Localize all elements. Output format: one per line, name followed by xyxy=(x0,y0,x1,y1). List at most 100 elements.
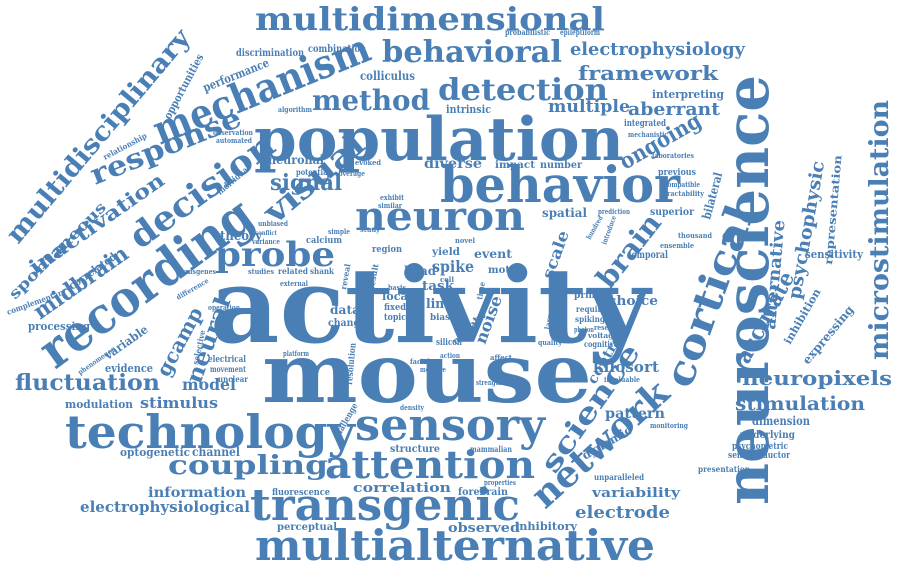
word-superior: superior xyxy=(650,207,695,218)
word-number: number xyxy=(540,160,583,171)
word-temporal: temporal xyxy=(628,250,668,261)
word-discrimination: discrimination xyxy=(236,48,305,59)
word-conflict: conflict xyxy=(255,230,277,237)
word-variability: variability xyxy=(591,486,681,501)
word-correlation: correlation xyxy=(353,481,452,496)
word-operation: operation xyxy=(208,303,240,312)
word-similar: similar xyxy=(378,201,402,210)
word-simple: simple xyxy=(328,227,350,236)
word-mechanistic: mechanistic xyxy=(628,130,668,139)
word-intrinsic: intrinsic xyxy=(446,103,491,116)
word-evoked: evoked xyxy=(355,158,381,167)
word-shank: shank xyxy=(310,266,334,276)
word-stimulus: stimulus xyxy=(140,394,218,412)
word-stimulation: stimulation xyxy=(735,393,865,415)
word-laboratories: laboratories xyxy=(652,151,694,160)
word-mammalian: mammalian xyxy=(470,444,512,454)
word-pattern: pattern xyxy=(605,406,665,422)
word-perceptual: perceptual xyxy=(277,522,337,533)
word-cell: cell xyxy=(440,275,454,284)
word-unparalleled: unparalleled xyxy=(594,472,644,482)
word-processing: processing xyxy=(28,320,90,333)
word-basis: basis xyxy=(388,283,406,292)
word-epileptiform: epileptiform xyxy=(560,27,600,37)
word-silicon: silicon xyxy=(436,338,462,348)
word-platform: platform xyxy=(283,349,309,358)
word-unbiased: unbiased xyxy=(258,219,288,228)
word-invaluable: invaluable xyxy=(604,375,640,384)
word-previous: previous xyxy=(658,168,696,178)
word-studies: studies xyxy=(248,267,274,276)
word-multidimensional: multidimensional xyxy=(255,0,605,38)
word-spatial: spatial xyxy=(542,206,587,220)
word-underlying: underlying xyxy=(740,430,795,441)
word-ensemble: ensemble xyxy=(660,241,694,250)
word-monitoring: monitoring xyxy=(650,421,688,430)
word-action: action xyxy=(440,351,460,360)
word-external: external xyxy=(280,279,308,288)
word-density: density xyxy=(400,403,425,412)
word-yield: yield xyxy=(431,247,460,258)
word-method: method xyxy=(312,84,430,117)
word-topic: topic xyxy=(384,313,406,323)
word-diverse: diverse xyxy=(424,156,482,172)
word-psychophysic: psychophysic xyxy=(784,159,829,301)
word-photon: photon xyxy=(574,325,594,334)
word-coverage: coverage xyxy=(335,169,365,178)
word-structure: structure xyxy=(390,444,440,455)
word-multiple: multiple xyxy=(548,97,630,117)
word-affect: affect xyxy=(490,353,513,362)
word-optogenetic: optogenetic xyxy=(120,446,190,459)
word-fixed: fixed xyxy=(384,303,407,313)
word-algorithm: algorithm xyxy=(278,105,313,114)
word-calcium: calcium xyxy=(306,236,342,246)
word-evidence: evidence xyxy=(105,362,153,375)
word-microstimulation: microstimulation xyxy=(865,100,895,360)
word-neuropixels: neuropixels xyxy=(742,366,892,390)
word-line: line xyxy=(426,297,452,312)
word-transgenes: transgenes xyxy=(178,267,216,276)
word-behavioral: behavioral xyxy=(382,35,562,70)
word-bias: bias xyxy=(430,313,450,323)
word-change: change xyxy=(328,318,366,329)
word-compatible: compatible xyxy=(664,180,700,189)
word-colliculus: colliculus xyxy=(360,69,415,83)
word-neuronal: neuronal xyxy=(268,153,324,167)
word-primary: primary xyxy=(574,291,615,301)
word-channel: channel xyxy=(192,445,240,459)
word-semiconductor: semiconductor xyxy=(728,451,790,461)
word-integrated: integrated xyxy=(624,119,667,129)
word-strength: strength xyxy=(476,378,502,387)
word-measure: measure xyxy=(420,365,446,374)
word-quality: quality xyxy=(538,338,563,347)
word-choice: choice xyxy=(608,294,658,309)
word-dimension: dimension xyxy=(752,414,810,428)
word-potential: potential xyxy=(296,167,330,177)
word-properties: properties xyxy=(484,478,516,487)
word-forebrain: forebrain xyxy=(458,487,509,498)
word-inhibitory: inhibitory xyxy=(515,520,578,533)
word-unclear: unclear xyxy=(218,374,249,384)
word-variance: variance xyxy=(251,237,280,246)
word-presentation: presentation xyxy=(698,464,750,474)
word-region: region xyxy=(372,245,402,255)
word-electrode: electrode xyxy=(575,503,670,523)
word-aberrant: aberrant xyxy=(628,99,721,120)
word-event: event xyxy=(474,247,512,261)
word-fluorescence: fluorescence xyxy=(272,488,330,498)
word-require: require xyxy=(576,304,606,314)
word-electrophysiology: electrophysiology xyxy=(570,39,746,60)
word-interpreting: interpreting xyxy=(652,88,724,101)
word-cognitive: cognitive xyxy=(584,339,618,349)
word-prediction: prediction xyxy=(598,207,630,216)
word-tractability: tractability xyxy=(664,189,705,198)
word-observed: observed xyxy=(448,521,520,536)
word-motor: motor xyxy=(488,265,523,276)
word-impact: impact xyxy=(495,160,535,171)
word-movement: movement xyxy=(210,364,246,374)
word-framework: framework xyxy=(578,61,719,85)
word-novel: novel xyxy=(455,236,475,245)
word-sensitivity: sensitivity xyxy=(805,248,864,261)
